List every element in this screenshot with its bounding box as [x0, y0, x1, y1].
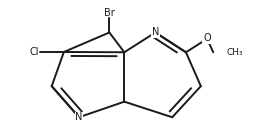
Text: Cl: Cl: [29, 47, 39, 57]
Text: N: N: [75, 112, 83, 122]
Text: Br: Br: [104, 8, 115, 18]
Text: CH₃: CH₃: [227, 48, 244, 57]
Text: O: O: [204, 33, 211, 43]
Text: N: N: [152, 28, 159, 38]
